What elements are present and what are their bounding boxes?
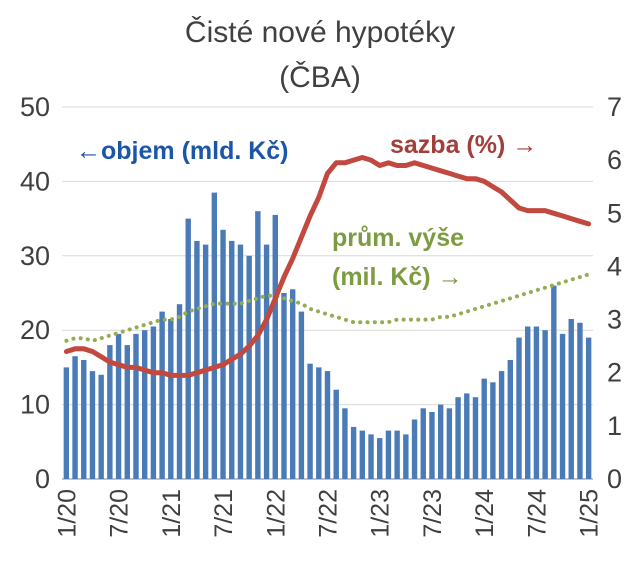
left-axis-tick-label: 40: [20, 166, 50, 196]
volume-bar: [464, 393, 470, 479]
volume-bar: [211, 192, 218, 479]
volume-bar: [507, 360, 513, 479]
volume-bar: [429, 412, 435, 479]
x-axis-tick-label: 1/21: [158, 489, 186, 538]
volume-bar: [124, 345, 130, 479]
volume-bar: [263, 244, 270, 479]
volume-bar: [490, 382, 496, 479]
volume-bar: [194, 240, 200, 479]
avg-size-annotation-line1: prům. výše: [332, 224, 465, 252]
avg-size-annotation: prům. výše (mil. Kč) →: [332, 219, 464, 297]
volume-bar: [585, 337, 592, 479]
volume-bar: [107, 345, 113, 479]
x-axis-tick-label: 7/24: [523, 489, 551, 538]
x-axis-tick-label: 1/22: [262, 489, 290, 538]
volume-bar: [333, 389, 339, 479]
x-axis-tick-label: 7/23: [419, 489, 447, 538]
avg-size-dotted-line: [64, 272, 591, 343]
right-axis-tick-label: 5: [607, 198, 622, 228]
volume-bar: [289, 289, 296, 479]
left-axis-tick-label: 0: [35, 464, 50, 494]
volume-bar: [394, 430, 400, 479]
volume-bar: [150, 326, 157, 479]
volume-bar: [411, 419, 418, 479]
volume-bar: [542, 330, 548, 479]
volume-bar: [498, 371, 505, 479]
volume-bar: [98, 374, 104, 479]
left-axis-tick-label: 10: [20, 390, 50, 420]
rate-line: [63, 155, 592, 378]
volume-bar: [133, 333, 139, 479]
chart-title-line2: (ČBA): [279, 61, 361, 94]
volume-bar: [324, 371, 331, 479]
volume-bar: [342, 408, 348, 479]
volume-bar: [142, 330, 148, 479]
volume-bar: [202, 244, 209, 479]
right-axis-tick-label: 3: [607, 305, 622, 335]
chart-title-line1: Čisté nové hypotéky: [184, 16, 456, 49]
volume-bar: [81, 360, 87, 479]
volume-bar: [246, 255, 252, 479]
right-axis-tick-label: 0: [607, 464, 622, 494]
volume-bar: [350, 426, 357, 479]
right-axis-tick-label: 4: [607, 251, 622, 281]
right-axis-tick-label: 7: [607, 92, 622, 122]
volume-bar: [420, 408, 426, 479]
volume-bar: [237, 244, 244, 479]
volume-bar: [551, 285, 557, 479]
left-axis-tick-label: 50: [20, 92, 50, 122]
volume-bar: [533, 326, 540, 479]
volume-bar: [377, 438, 383, 479]
volume-bar: [72, 356, 78, 479]
x-axis-tick-label: 1/20: [53, 489, 81, 538]
volume-bar: [89, 371, 96, 479]
right-axis-tick-label: 1: [607, 411, 622, 441]
volume-axis-annotation: ←objem (mld. Kč): [76, 137, 289, 165]
volume-bar: [281, 293, 287, 479]
volume-bar: [185, 218, 191, 479]
volume-bar: [472, 397, 479, 479]
volume-bar: [272, 214, 278, 479]
volume-bar: [446, 408, 453, 479]
volume-bar: [63, 367, 70, 479]
x-axis-tick-label: 1/25: [576, 489, 604, 538]
volume-bar: [298, 311, 305, 479]
volume-bar: [159, 311, 165, 479]
chart-title: Čisté nové hypotéky (ČBA): [0, 10, 640, 100]
avg-size-annotation-line2: (mil. Kč) →: [332, 263, 463, 291]
volume-bar: [115, 333, 122, 479]
volume-bar: [403, 434, 409, 479]
x-axis-tick-label: 1/23: [367, 489, 395, 538]
volume-bar: [168, 319, 174, 479]
volume-bar: [316, 367, 322, 479]
right-axis-tick-label: 6: [607, 145, 622, 175]
volume-bar: [559, 333, 566, 479]
volume-bar: [176, 304, 183, 479]
x-axis-tick-label: 1/24: [471, 489, 499, 538]
rate-axis-annotation: sazba (%) →: [390, 131, 538, 159]
volume-bar: [437, 404, 444, 479]
volume-bar: [359, 430, 366, 479]
volume-bar: [516, 337, 522, 479]
volume-bar: [220, 229, 226, 479]
volume-bar: [568, 319, 574, 479]
volume-bar: [481, 378, 487, 479]
right-axis-tick-label: 2: [607, 358, 622, 388]
volume-bar: [525, 326, 531, 479]
volume-bar: [577, 322, 583, 479]
left-axis-tick-label: 20: [20, 315, 50, 345]
volume-bar: [455, 397, 461, 479]
volume-bar: [385, 430, 392, 479]
volume-bar: [307, 363, 313, 479]
volume-bar: [255, 211, 261, 479]
x-axis-tick-label: 7/21: [210, 489, 238, 538]
x-axis-tick-label: 7/20: [106, 489, 134, 538]
left-axis-tick-label: 30: [20, 241, 50, 271]
volume-bar: [368, 434, 374, 479]
x-axis-tick-label: 7/22: [315, 489, 343, 538]
